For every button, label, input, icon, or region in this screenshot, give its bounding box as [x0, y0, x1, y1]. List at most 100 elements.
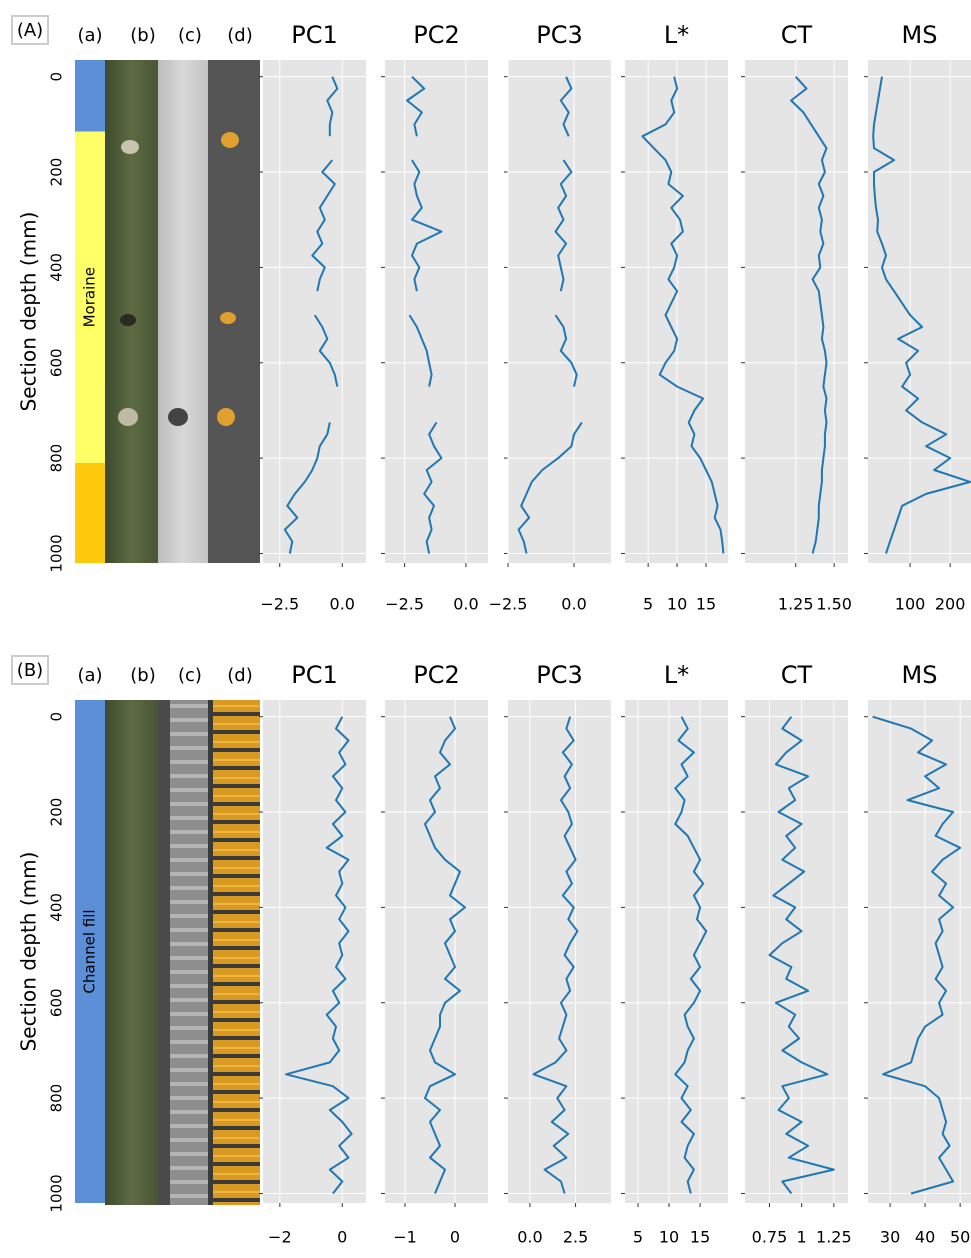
plot-background — [745, 700, 848, 1203]
clast — [220, 312, 236, 324]
x-tick-label: 5 — [643, 595, 653, 614]
panel-label-box — [11, 655, 49, 685]
x-tick-label: −2.5 — [385, 595, 424, 614]
data-line — [641, 76, 725, 554]
plot-title: MS — [902, 21, 938, 49]
clast — [121, 140, 139, 154]
y-tick-label: 600 — [48, 348, 66, 377]
y-tick-label: 400 — [48, 253, 66, 282]
core-photo — [105, 60, 158, 563]
column-label: (b) — [130, 25, 155, 46]
y-tick-label: 200 — [48, 158, 66, 187]
x-tick-label: 50 — [950, 1228, 970, 1247]
x-tick-label: 1.25 — [778, 595, 814, 614]
panel-label: (A) — [17, 20, 43, 41]
clast — [221, 132, 239, 148]
plot-background — [625, 700, 728, 1203]
x-tick-label: −2 — [268, 1228, 292, 1247]
x-tick-label: 5 — [633, 1228, 643, 1247]
y-axis-label: Section depth (mm) — [17, 212, 41, 412]
clast — [217, 408, 235, 426]
column-label: (a) — [77, 25, 102, 46]
ct-scan — [158, 60, 208, 563]
x-tick-label: −1 — [393, 1228, 417, 1247]
x-tick-label: 0.0 — [517, 1228, 542, 1247]
x-tick-label: 0.0 — [561, 595, 586, 614]
y-tick-label: 800 — [48, 444, 66, 473]
x-tick-label: −2.5 — [489, 595, 528, 614]
clast — [120, 314, 136, 326]
x-tick-label: 30 — [880, 1228, 900, 1247]
ct-scan — [170, 700, 208, 1205]
y-tick-label: 400 — [48, 893, 66, 922]
x-tick-label: 100 — [895, 595, 926, 614]
x-tick-label: 0.75 — [752, 1228, 788, 1247]
data-line — [424, 716, 466, 1194]
data-line — [872, 76, 971, 554]
x-tick-label: 0.0 — [453, 595, 478, 614]
y-tick-label: 600 — [48, 988, 66, 1017]
y-tick-label: 800 — [48, 1084, 66, 1113]
clast — [168, 408, 188, 426]
x-tick-label: 1.25 — [816, 1228, 852, 1247]
plot-background — [508, 700, 611, 1203]
y-axis-label: Section depth (mm) — [17, 852, 41, 1052]
x-tick-label: −2.5 — [260, 595, 299, 614]
plot-background — [385, 60, 488, 563]
unit-label: Moraine — [81, 267, 99, 327]
plot-title: CT — [781, 661, 813, 689]
x-tick-label: 2.5 — [563, 1228, 588, 1247]
data-line — [790, 76, 828, 554]
x-tick-label: 15 — [690, 1228, 710, 1247]
data-line — [532, 716, 579, 1194]
data-line — [283, 76, 339, 554]
column-label: (a) — [77, 665, 102, 686]
y-tick-label: 0 — [48, 72, 66, 82]
plot-title: L* — [664, 21, 689, 49]
plot-title: PC1 — [291, 21, 338, 49]
data-line — [285, 716, 353, 1195]
plot-title: PC1 — [291, 661, 338, 689]
plot-background — [745, 60, 848, 563]
lithology-unit — [75, 131, 105, 463]
plot-background — [868, 60, 971, 563]
core-photo — [105, 700, 158, 1205]
panel-label-box — [11, 15, 49, 45]
unit-label: Channel fill — [81, 909, 99, 993]
plot-background — [508, 60, 611, 563]
x-tick-label: 1.50 — [816, 595, 852, 614]
x-tick-label: 200 — [935, 595, 966, 614]
plot-title: PC2 — [413, 21, 460, 49]
panel-label: (B) — [17, 660, 43, 681]
x-tick-label: 10 — [667, 595, 687, 614]
x-tick-label: 0.0 — [330, 595, 355, 614]
lithology-unit — [75, 700, 105, 1203]
column-label: (b) — [130, 665, 155, 686]
clast — [118, 408, 138, 426]
plot-title: L* — [664, 661, 689, 689]
column-label: (d) — [227, 665, 252, 686]
plot-background — [263, 700, 366, 1203]
column-label: (d) — [227, 25, 252, 46]
x-tick-label: 10 — [659, 1228, 679, 1247]
lithology-unit — [75, 60, 105, 132]
plot-background — [263, 60, 366, 563]
plot-title: PC3 — [536, 21, 583, 49]
data-line — [872, 715, 962, 1195]
y-tick-label: 1000 — [48, 534, 66, 572]
core-images — [105, 60, 260, 1205]
data-line — [768, 716, 835, 1195]
x-tick-label: 15 — [696, 595, 716, 614]
plot-title: PC3 — [536, 661, 583, 689]
plot-background — [868, 700, 971, 1203]
data-line — [517, 76, 583, 554]
plot-title: PC2 — [413, 661, 460, 689]
x-tick-label: 0 — [337, 1228, 347, 1247]
x-tick-label: 1 — [797, 1228, 807, 1247]
y-tick-label: 200 — [48, 798, 66, 827]
x-tick-label: 40 — [915, 1228, 935, 1247]
y-tick-label: 0 — [48, 712, 66, 722]
data-line — [674, 716, 708, 1194]
column-label: (c) — [178, 665, 202, 686]
